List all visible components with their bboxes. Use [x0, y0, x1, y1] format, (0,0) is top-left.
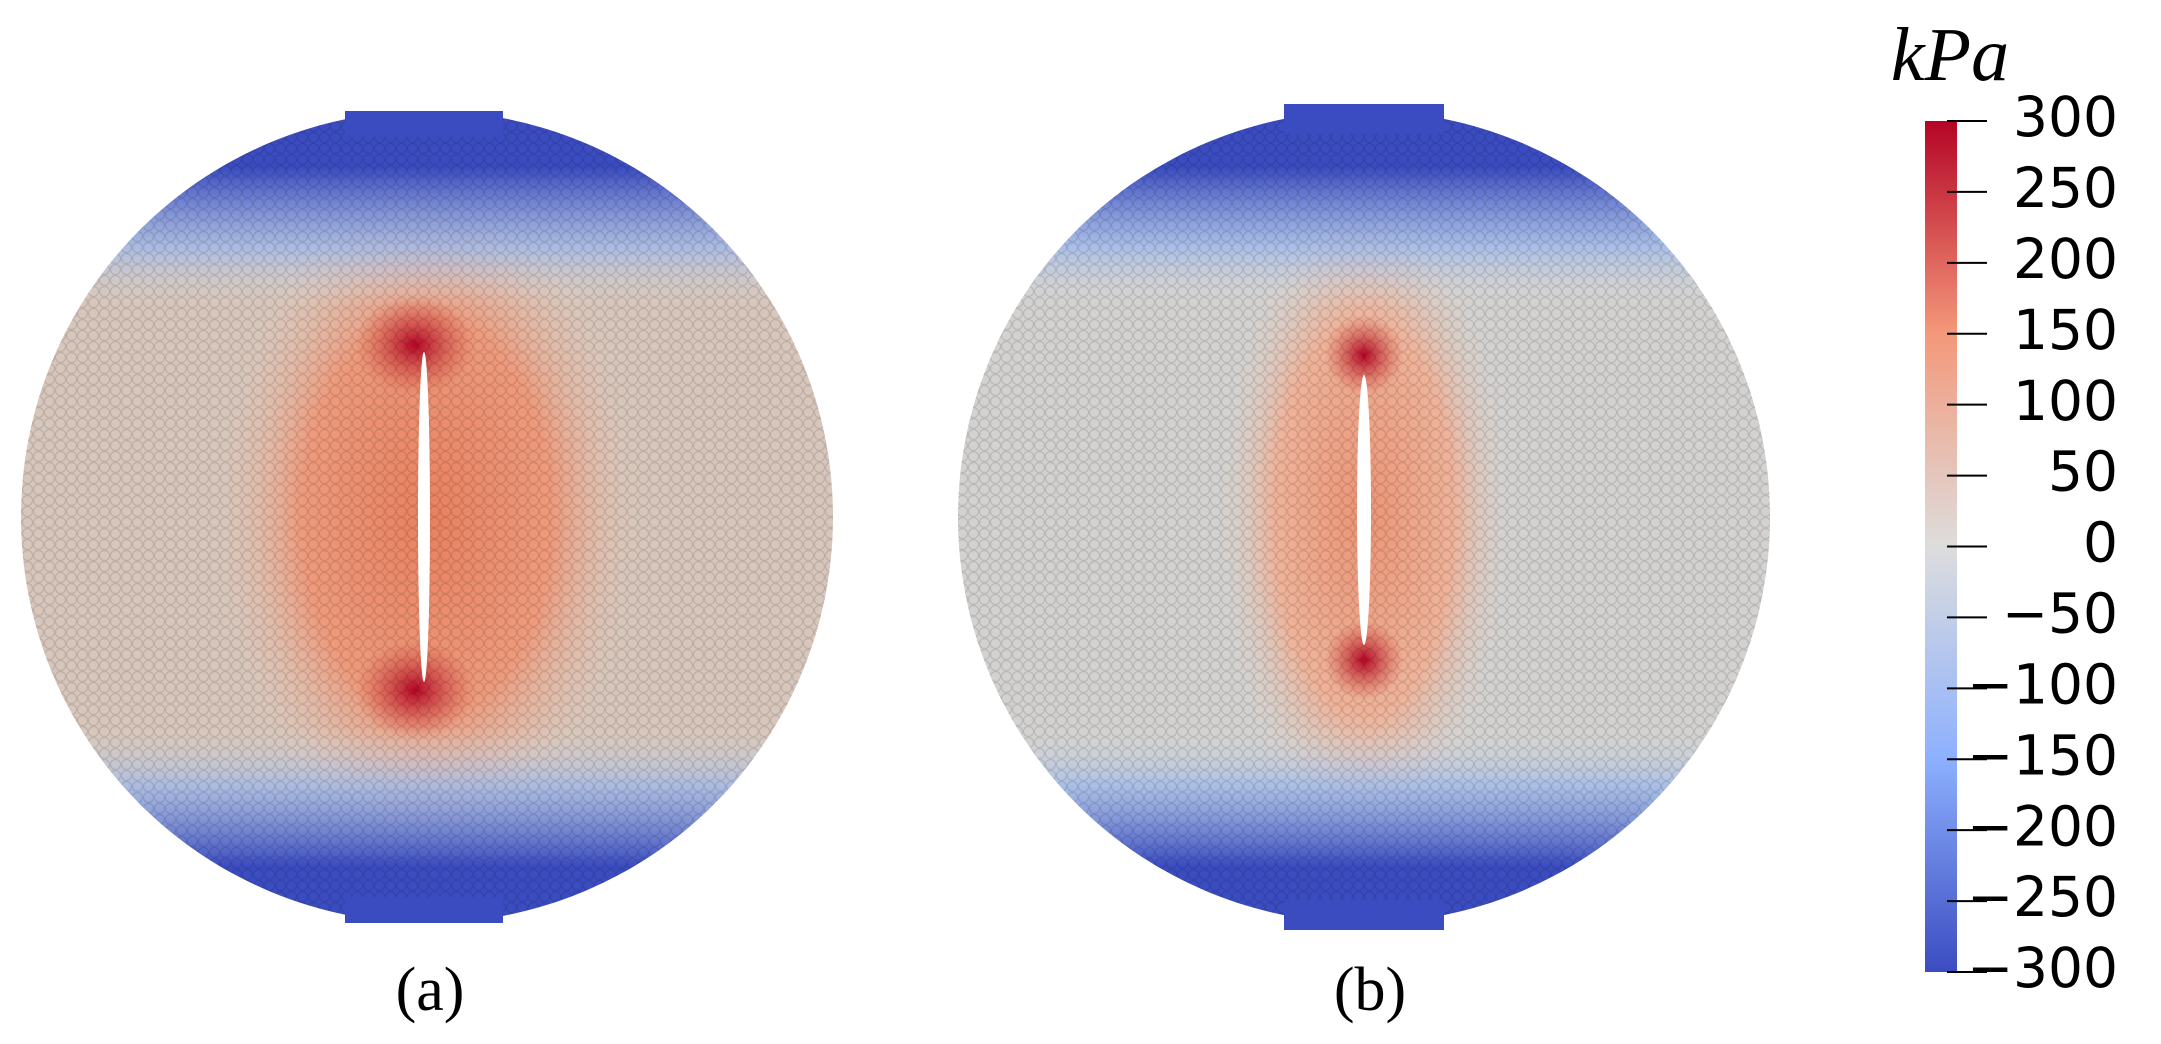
- platen: [345, 111, 503, 137]
- panel-label: (b): [1334, 956, 1406, 1024]
- tick-label: 50: [2048, 440, 2118, 504]
- disc-b: [958, 111, 1770, 923]
- tick-label: 250: [2013, 156, 2118, 220]
- tick-label: −100: [1967, 652, 2118, 716]
- tick-label: 100: [2013, 369, 2118, 433]
- tick-label: 0: [2083, 511, 2118, 575]
- platen: [345, 897, 503, 923]
- tick-label: −150: [1967, 723, 2118, 787]
- tick-label: 300: [2013, 85, 2118, 149]
- tick-label: −200: [1967, 794, 2118, 858]
- tick-label: 200: [2013, 227, 2118, 291]
- tick-label: −250: [1967, 865, 2118, 929]
- colorbar-unit: kPa: [1891, 13, 2009, 97]
- tick-label: −50: [2002, 582, 2118, 646]
- panel-label: (a): [396, 956, 465, 1024]
- disc-a: [21, 111, 833, 923]
- tick-label: 150: [2013, 298, 2118, 362]
- tick-label: −300: [1967, 936, 2118, 1000]
- platen: [1284, 104, 1444, 134]
- platen: [1284, 900, 1444, 930]
